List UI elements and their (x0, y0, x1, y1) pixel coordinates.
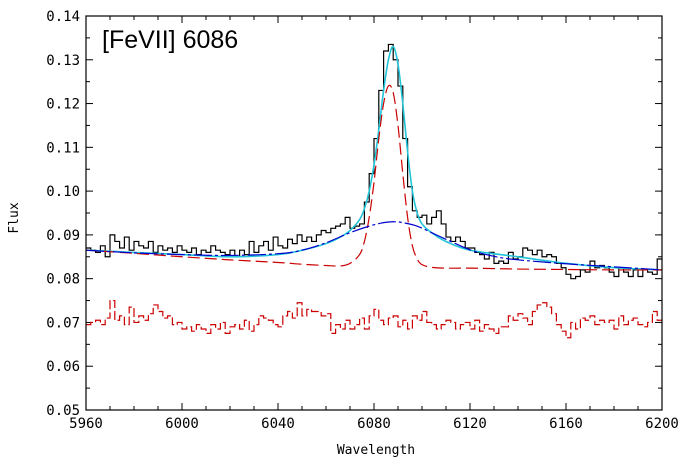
y-tick-label: 0.06 (46, 359, 80, 375)
y-tick-label: 0.10 (46, 184, 80, 200)
narrow-component-line (85, 84, 663, 271)
x-tick-label: 5960 (69, 416, 103, 432)
y-tick-label: 0.11 (46, 140, 80, 156)
x-tick-label: 6080 (357, 416, 391, 432)
x-tick-label: 6160 (549, 416, 583, 432)
chart-title: [FeVII] 6086 (102, 26, 238, 54)
y-tick-label: 0.09 (46, 228, 80, 244)
series-layer (85, 43, 663, 339)
total-fit-line (85, 45, 663, 271)
x-tick-label: 6120 (453, 416, 487, 432)
x-tick-label: 6000 (165, 416, 199, 432)
broad-component-line (85, 221, 663, 271)
y-axis-ticks: 0.05 0.06 0.07 0.08 0.09 0.10 0.11 0.12 0.13 0.14 (46, 9, 662, 419)
x-axis-label: Wavelength (337, 443, 415, 458)
y-tick-label: 0.05 (46, 403, 80, 419)
y-tick-label: 0.13 (46, 53, 80, 69)
y-tick-label: 0.08 (46, 272, 80, 288)
y-tick-label: 0.14 (46, 9, 80, 25)
observed-flux-line (86, 43, 662, 280)
y-tick-label: 0.07 (46, 315, 80, 331)
y-tick-label: 0.12 (46, 97, 80, 113)
residual-line (86, 299, 662, 339)
x-axis-ticks: 5960 6000 6040 6080 6120 6160 6200 (69, 16, 679, 432)
x-tick-label: 6040 (261, 416, 295, 432)
plot-frame (85, 15, 663, 411)
x-tick-label: 6200 (645, 416, 679, 432)
y-axis-label: Flux (7, 202, 22, 233)
